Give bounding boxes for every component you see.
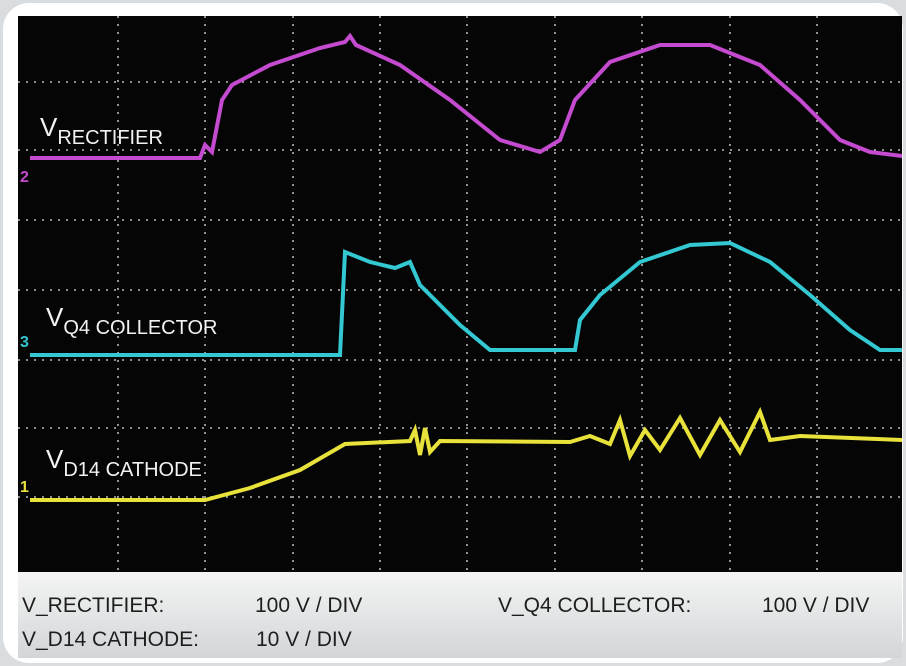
footer-value: 100 V / DIV — [255, 594, 362, 617]
scope-screenshot: 2 3 1 VRECTIFIER VQ4 COLLECTOR VD14 CATH… — [0, 0, 906, 666]
screen — [18, 16, 902, 572]
trace-subscript: RECTIFIER — [57, 127, 163, 149]
trace-symbol: V — [40, 112, 58, 142]
channel-marker: 3 — [20, 334, 29, 351]
trace-symbol: V — [46, 444, 64, 474]
footer-value: 10 V / DIV — [256, 628, 352, 651]
trace-subscript: Q4 COLLECTOR — [63, 317, 217, 339]
footer-label: V_Q4 COLLECTOR: — [498, 594, 691, 617]
channel-marker: 1 — [20, 479, 29, 496]
footer-label: V_D14 CATHODE: — [22, 628, 199, 651]
trace-subscript: D14 CATHODE — [63, 459, 202, 481]
trace-symbol: V — [46, 302, 64, 332]
channel-marker: 2 — [20, 169, 29, 186]
footer-label: V_RECTIFIER: — [22, 594, 164, 617]
footer-value: 100 V / DIV — [762, 594, 869, 617]
